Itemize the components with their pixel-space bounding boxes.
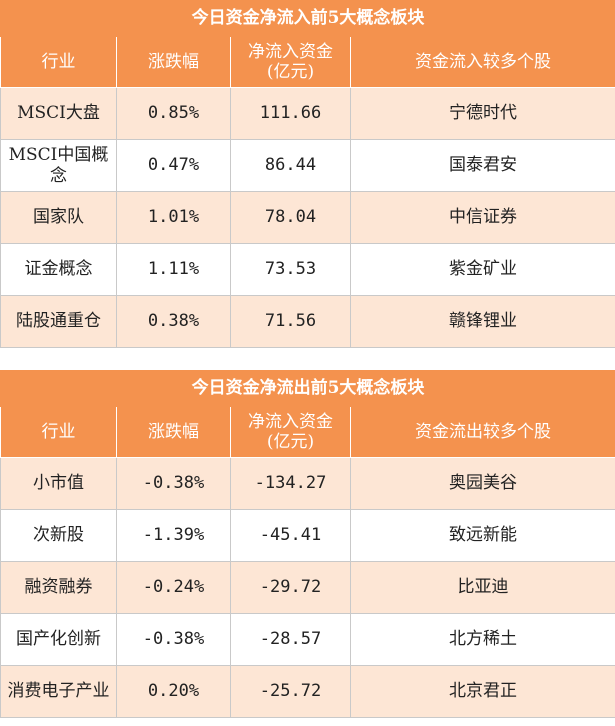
net-flow-cell: -29.72 <box>230 561 351 614</box>
net-flow-cell: 71.56 <box>230 295 351 348</box>
header-net-flow: 净流入资金 (亿元) <box>230 36 351 88</box>
net-flow-cell: -134.27 <box>230 457 351 510</box>
table-row: 陆股通重仓 0.38% 71.56 赣锋锂业 <box>0 295 615 348</box>
table-row: 次新股 -1.39% -45.41 致远新能 <box>0 509 615 562</box>
inflow-table: 今日资金净流入前5大概念板块 行业 涨跌幅 净流入资金 (亿元) 资金流入较多个… <box>0 0 615 348</box>
sector-cell: 次新股 <box>0 509 117 562</box>
header-change: 涨跌幅 <box>116 406 231 458</box>
net-flow-cell: 111.66 <box>230 87 351 140</box>
change-cell: 1.01% <box>116 191 231 244</box>
header-stock: 资金流入较多个股 <box>349 36 615 88</box>
header-stock: 资金流出较多个股 <box>349 406 615 458</box>
sector-cell: 国产化创新 <box>0 613 117 666</box>
sector-cell: MSCI中国概念 <box>0 139 117 192</box>
outflow-table: 今日资金净流出前5大概念板块 行业 涨跌幅 净流入资金 (亿元) 资金流出较多个… <box>0 370 615 718</box>
table-row: 国家队 1.01% 78.04 中信证券 <box>0 191 615 244</box>
table-row: 国产化创新 -0.38% -28.57 北方稀土 <box>0 613 615 666</box>
inflow-title-row: 今日资金净流入前5大概念板块 <box>0 0 615 37</box>
header-sector: 行业 <box>0 36 117 88</box>
change-cell: 0.38% <box>116 295 231 348</box>
net-flow-cell: 73.53 <box>230 243 351 296</box>
sector-cell: 融资融券 <box>0 561 117 614</box>
inflow-header-row: 行业 涨跌幅 净流入资金 (亿元) 资金流入较多个股 <box>0 36 615 88</box>
net-flow-cell: -28.57 <box>230 613 351 666</box>
change-cell: 1.11% <box>116 243 231 296</box>
stock-cell: 奥园美谷 <box>349 457 615 510</box>
header-sector: 行业 <box>0 406 117 458</box>
sector-cell: 陆股通重仓 <box>0 295 117 348</box>
stock-cell: 紫金矿业 <box>349 243 615 296</box>
stock-cell: 赣锋锂业 <box>349 295 615 348</box>
stock-cell: 中信证券 <box>349 191 615 244</box>
table-row: MSCI大盘 0.85% 111.66 宁德时代 <box>0 87 615 140</box>
outflow-title: 今日资金净流出前5大概念板块 <box>0 370 615 407</box>
net-flow-cell: 78.04 <box>230 191 351 244</box>
sector-cell: 国家队 <box>0 191 117 244</box>
change-cell: 0.85% <box>116 87 231 140</box>
net-flow-cell: -45.41 <box>230 509 351 562</box>
inflow-title: 今日资金净流入前5大概念板块 <box>0 0 615 37</box>
outflow-title-row: 今日资金净流出前5大概念板块 <box>0 370 615 407</box>
change-cell: 0.20% <box>116 665 231 718</box>
sector-cell: 证金概念 <box>0 243 117 296</box>
stock-cell: 国泰君安 <box>349 139 615 192</box>
sector-cell: 消费电子产业 <box>0 665 117 718</box>
table-row: 小市值 -0.38% -134.27 奥园美谷 <box>0 457 615 510</box>
change-cell: 0.47% <box>116 139 231 192</box>
change-cell: -0.38% <box>116 613 231 666</box>
sector-cell: MSCI大盘 <box>0 87 117 140</box>
outflow-header-row: 行业 涨跌幅 净流入资金 (亿元) 资金流出较多个股 <box>0 406 615 458</box>
change-cell: -0.24% <box>116 561 231 614</box>
table-row: MSCI中国概念 0.47% 86.44 国泰君安 <box>0 139 615 192</box>
table-row: 消费电子产业 0.20% -25.72 北京君正 <box>0 665 615 718</box>
stock-cell: 北京君正 <box>349 665 615 718</box>
table-row: 证金概念 1.11% 73.53 紫金矿业 <box>0 243 615 296</box>
stock-cell: 比亚迪 <box>349 561 615 614</box>
net-flow-cell: -25.72 <box>230 665 351 718</box>
table-row: 融资融券 -0.24% -29.72 比亚迪 <box>0 561 615 614</box>
sector-cell: 小市值 <box>0 457 117 510</box>
stock-cell: 致远新能 <box>349 509 615 562</box>
stock-cell: 宁德时代 <box>349 87 615 140</box>
header-net-flow: 净流入资金 (亿元) <box>230 406 351 458</box>
change-cell: -1.39% <box>116 509 231 562</box>
net-flow-cell: 86.44 <box>230 139 351 192</box>
header-change: 涨跌幅 <box>116 36 231 88</box>
change-cell: -0.38% <box>116 457 231 510</box>
stock-cell: 北方稀土 <box>349 613 615 666</box>
